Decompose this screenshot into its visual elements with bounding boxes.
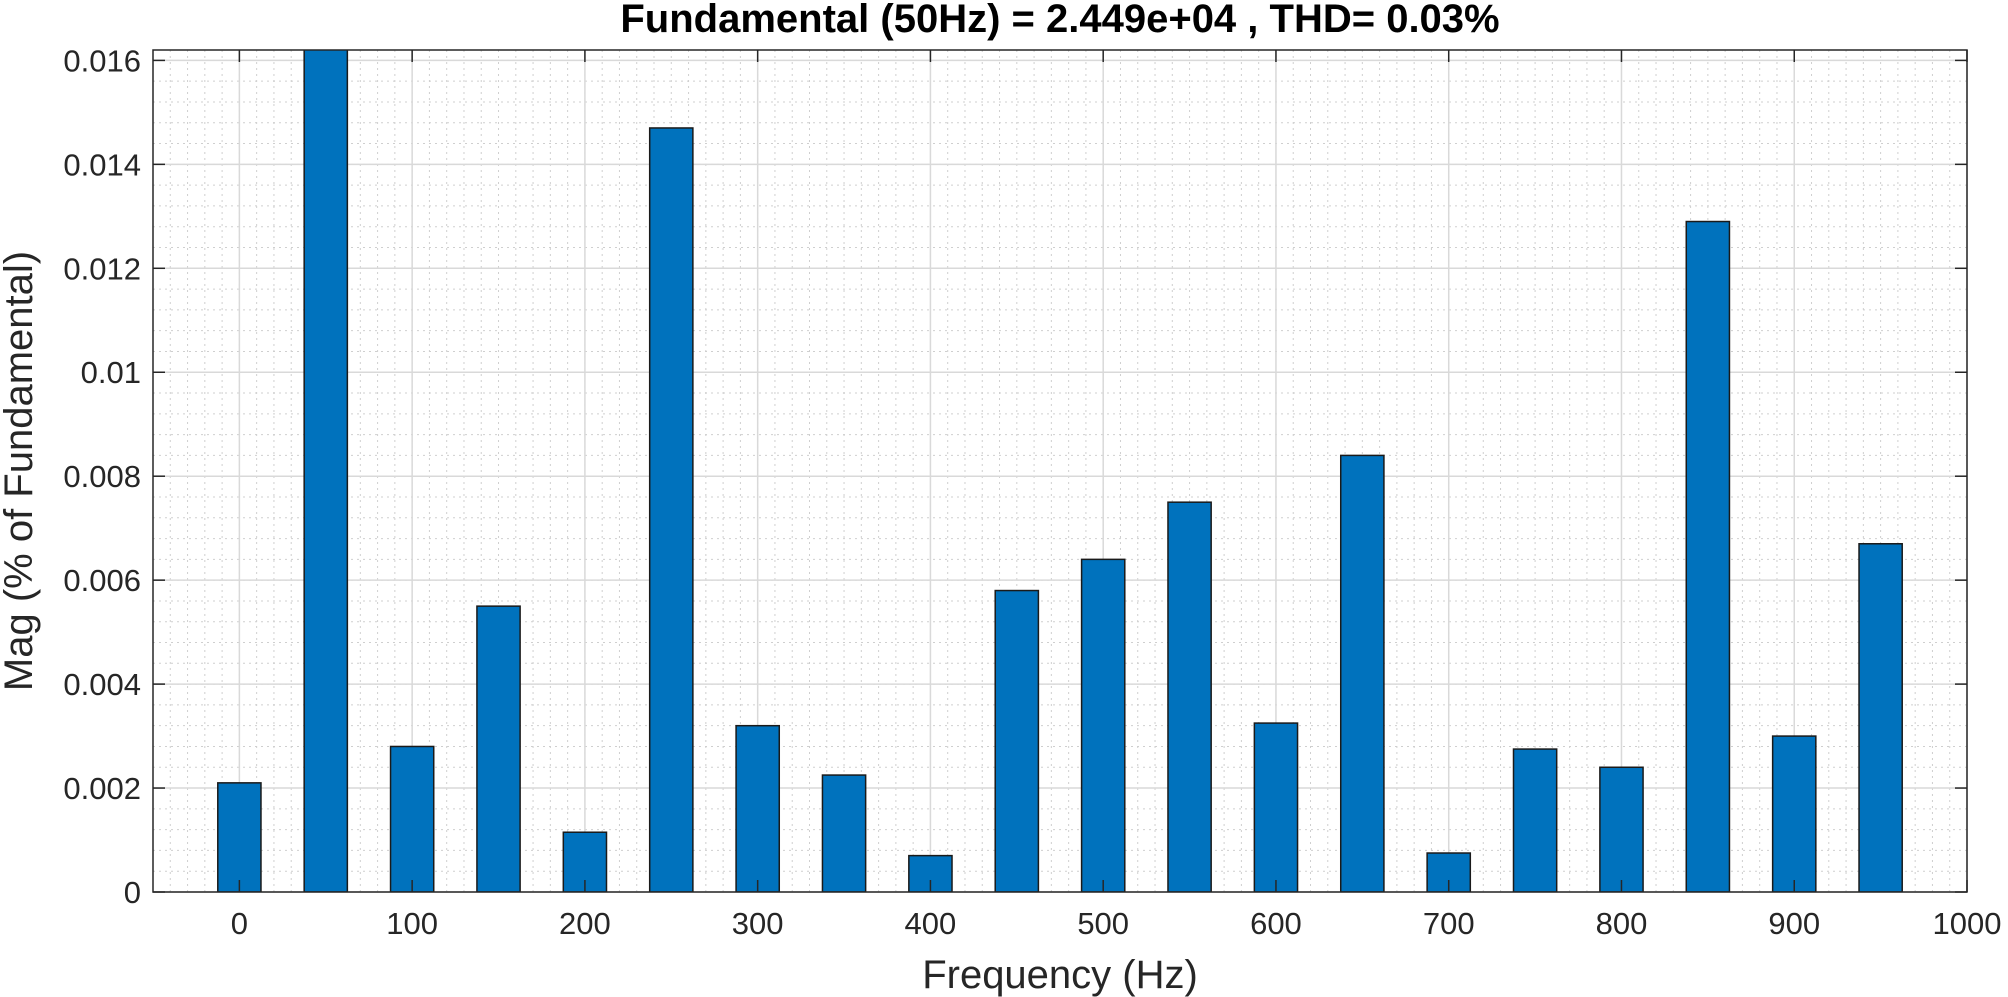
bar-850hz bbox=[1685, 220, 1731, 892]
plot-background bbox=[153, 50, 1967, 892]
x-tick-label: 900 bbox=[1768, 906, 1820, 941]
x-tick-label: 200 bbox=[559, 906, 611, 941]
y-tick-label: 0.002 bbox=[63, 771, 141, 806]
bar-300hz bbox=[735, 724, 781, 892]
x-tick-label: 400 bbox=[905, 906, 957, 941]
bar-950hz bbox=[1858, 543, 1903, 892]
y-tick-label: 0.01 bbox=[81, 355, 141, 390]
axis-ticks bbox=[153, 50, 1968, 893]
y-tick-label: 0.008 bbox=[63, 459, 141, 494]
x-tick-labels: 0 100 200 300 400 500 600 700 800 900 1000 bbox=[231, 906, 2002, 941]
y-tick-label: 0.012 bbox=[63, 251, 141, 286]
y-tick-label: 0.016 bbox=[63, 43, 141, 78]
x-tick-label: 1000 bbox=[1933, 906, 2002, 941]
y-tick-label: 0.006 bbox=[63, 563, 141, 598]
bar-650hz bbox=[1339, 454, 1385, 892]
bar-800hz bbox=[1599, 766, 1644, 892]
bar-500hz bbox=[1080, 558, 1126, 892]
x-tick-label: 300 bbox=[732, 906, 784, 941]
chart-title: Fundamental (50Hz) = 2.449e+04 , THD= 0.… bbox=[620, 0, 1499, 41]
bar-550hz bbox=[1167, 501, 1212, 892]
bars bbox=[217, 50, 1903, 892]
y-tick-label: 0.004 bbox=[63, 667, 141, 702]
plot-frame bbox=[152, 49, 1968, 893]
x-tick-label: 0 bbox=[231, 906, 248, 941]
bar-350hz bbox=[821, 774, 867, 892]
bar-250hz bbox=[648, 127, 694, 892]
bar-100hz bbox=[389, 745, 435, 892]
x-tick-label: 700 bbox=[1423, 906, 1475, 941]
y-axis-label: Mag (% of Fundamental) bbox=[0, 251, 41, 691]
bar-600hz bbox=[1253, 722, 1299, 892]
bar-750hz bbox=[1512, 748, 1558, 892]
bar-150hz bbox=[476, 605, 521, 892]
x-tick-label: 500 bbox=[1077, 906, 1129, 941]
y-tick-label: 0 bbox=[124, 875, 141, 910]
x-axis-label: Frequency (Hz) bbox=[922, 953, 1198, 997]
x-tick-label: 100 bbox=[386, 906, 438, 941]
bar-450hz bbox=[994, 589, 1040, 892]
x-tick-label: 600 bbox=[1250, 906, 1302, 941]
y-tick-labels: 0 0.002 0.004 0.006 0.008 0.01 0.012 0.014 0.016 bbox=[63, 43, 141, 910]
x-tick-label: 800 bbox=[1596, 906, 1648, 941]
bar-50hz bbox=[303, 50, 349, 892]
y-tick-label: 0.014 bbox=[63, 147, 141, 182]
bar-900hz bbox=[1771, 735, 1817, 892]
bar-0hz bbox=[217, 782, 262, 892]
